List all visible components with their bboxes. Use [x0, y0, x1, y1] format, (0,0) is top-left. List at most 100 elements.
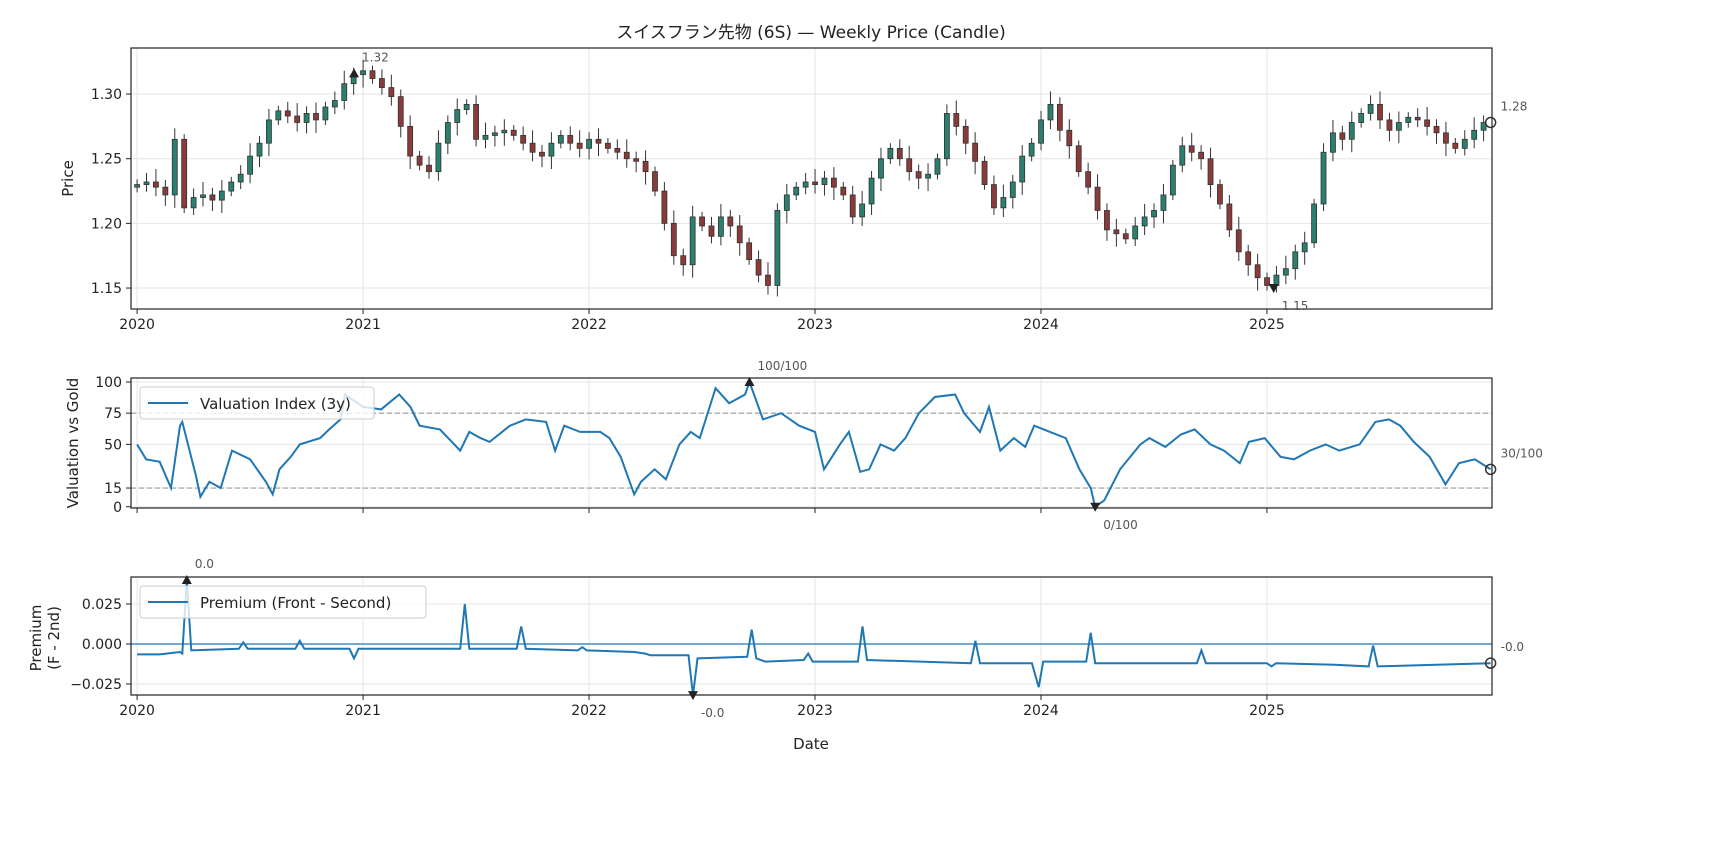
candle-down: [1433, 125, 1440, 134]
candle-up: [218, 190, 225, 201]
y-axis-label: Price: [59, 160, 77, 197]
candle-down: [1377, 103, 1383, 121]
max-marker-icon: [349, 68, 360, 78]
candle-down: [962, 125, 969, 144]
candle-up: [774, 210, 781, 286]
series-line: [137, 579, 1491, 696]
candle-down: [313, 113, 319, 121]
candle-down: [539, 151, 545, 157]
chart-title: スイスフラン先物 (6S) — Weekly Price (Candle): [616, 23, 1006, 43]
candle-up: [1028, 142, 1035, 157]
candle-up: [454, 109, 461, 123]
candle-up: [190, 197, 197, 209]
candle-up: [331, 100, 338, 108]
candle-down: [1226, 203, 1233, 231]
annotation-label: -0.0: [1501, 640, 1524, 654]
annotation-label: 1.32: [362, 50, 389, 64]
candle-down: [529, 142, 536, 153]
candle-down: [1217, 184, 1223, 205]
y-tick-label: 50: [104, 437, 122, 453]
candle-down: [1085, 171, 1092, 188]
candle-down: [727, 216, 734, 227]
candle-up: [1395, 122, 1402, 131]
candle-down: [1424, 119, 1430, 127]
candles: [134, 59, 1487, 297]
x-axis-label: Date: [793, 735, 829, 753]
annotation-label: 0.0: [195, 557, 214, 571]
candle-down: [991, 184, 997, 209]
candle-up: [171, 138, 178, 196]
candle-down: [670, 222, 677, 257]
candle-up: [717, 216, 724, 237]
candle-up: [322, 106, 329, 121]
candle-down: [849, 194, 856, 218]
candle-up: [1405, 116, 1412, 123]
candle-down: [812, 181, 818, 185]
candle-up: [1367, 103, 1374, 114]
candle-up: [435, 142, 442, 173]
x-tick-label: 2024: [1023, 317, 1059, 333]
candle-up: [925, 173, 931, 179]
legend: Premium (Front - Second): [139, 585, 427, 619]
candle-down: [953, 113, 960, 127]
candle-down: [162, 186, 169, 196]
candle-up: [482, 135, 489, 140]
candle-up: [1009, 181, 1016, 198]
candle-up: [1273, 274, 1280, 286]
candle-up: [266, 119, 272, 144]
candle-down: [1254, 264, 1261, 279]
candle-up: [1348, 122, 1355, 140]
annotation-label: 30/100: [1501, 446, 1543, 460]
candle-down: [473, 103, 479, 140]
candle-down: [407, 125, 414, 157]
candle-up: [1169, 164, 1176, 196]
candle-up: [228, 181, 235, 192]
x-tick-label: 2021: [345, 317, 381, 333]
candle-up: [1471, 129, 1478, 140]
x-tick-label: 2025: [1249, 317, 1285, 333]
min-marker-icon: [1090, 502, 1101, 512]
candle-up: [237, 173, 244, 183]
legend: Valuation Index (3y): [139, 386, 375, 420]
candle-up: [1358, 113, 1365, 123]
y-axis-label-line: Premium: [27, 605, 45, 672]
candle-up: [586, 138, 592, 149]
candle-down: [1104, 210, 1110, 231]
candle-up: [783, 194, 790, 211]
candle-down: [1339, 132, 1346, 140]
candle-down: [1122, 233, 1129, 240]
y-tick-label: 1.30: [91, 87, 122, 103]
y-axis-label: Valuation vs Gold: [64, 378, 82, 509]
x-tick-label: 2023: [797, 703, 833, 719]
candle-down: [1414, 116, 1421, 121]
y-tick-label: −0.025: [70, 677, 122, 693]
y-tick-label: 0.025: [82, 597, 122, 613]
candle-down: [567, 135, 574, 144]
candle-up: [1292, 251, 1299, 270]
candle-down: [416, 155, 423, 166]
candle-up: [256, 142, 263, 157]
annotation-label: 1.15: [1282, 299, 1309, 313]
candle-down: [614, 147, 621, 153]
candle-up: [200, 194, 206, 198]
candle-down: [699, 216, 705, 227]
y-tick-label: 0.000: [82, 637, 122, 653]
candle-down: [426, 164, 432, 173]
candle-down: [605, 142, 611, 149]
legend-box: [139, 585, 427, 619]
x-tick-label: 2023: [797, 317, 833, 333]
y-axis-label: Premium(F - 2nd): [27, 605, 63, 672]
candle-up: [247, 155, 253, 175]
candle-up: [1282, 268, 1289, 276]
legend-label: Premium (Front - Second): [200, 594, 391, 612]
candle-up: [501, 129, 508, 134]
candle-down: [1113, 229, 1120, 235]
candle-up: [341, 83, 348, 101]
candle-down: [755, 259, 762, 276]
candle-up: [943, 113, 950, 160]
candle-down: [379, 78, 385, 88]
candle-up: [1132, 225, 1139, 240]
candle-down: [1264, 277, 1270, 286]
candle-down: [1188, 145, 1195, 153]
